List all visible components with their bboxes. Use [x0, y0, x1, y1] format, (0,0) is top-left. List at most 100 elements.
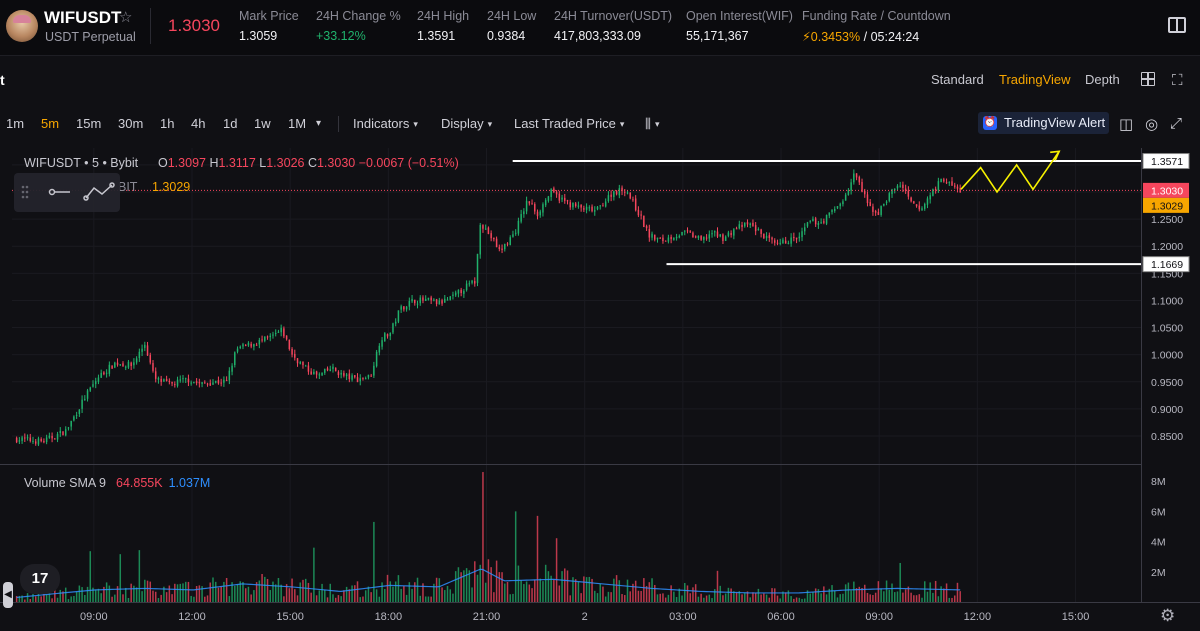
price-chart[interactable]: 1.35001.30001.25001.20001.15001.10001.05… [0, 148, 1200, 631]
volume-bar [501, 572, 503, 602]
candle-body [454, 292, 457, 296]
scroll-left-icon[interactable]: ◀ [3, 582, 13, 608]
tab-standard[interactable]: Standard [931, 72, 984, 87]
candle-body [253, 344, 255, 347]
tradingview-alert-button[interactable]: ⏰ TradingView Alert [978, 112, 1109, 134]
volume-bar [433, 583, 435, 602]
candle-body [247, 342, 250, 346]
candle-body [656, 237, 659, 240]
candle-body [84, 398, 86, 400]
time-axis-tick: 12:00 [178, 611, 206, 623]
tab-tradingview[interactable]: TradingView [999, 72, 1071, 87]
timeframe-30m[interactable]: 30m [118, 116, 144, 131]
timeframe-1h[interactable]: 1h [160, 116, 175, 131]
volume-bar [798, 597, 801, 602]
favorite-star-icon[interactable]: ☆ [119, 9, 133, 26]
candle-body [427, 297, 430, 300]
candle-body [795, 237, 798, 240]
volume-bar [594, 590, 596, 602]
candle-body [940, 178, 942, 183]
timeframe-4h[interactable]: 4h [191, 116, 206, 131]
candle-body [844, 194, 847, 201]
candle-body [223, 379, 225, 383]
camera-icon[interactable]: ◫ [1119, 116, 1134, 133]
timeframe-15m[interactable]: 15m [76, 116, 102, 131]
display-dropdown[interactable]: Display ▾ [441, 116, 492, 131]
secondary-series-label: BIT [118, 180, 138, 194]
candle-body [504, 244, 506, 250]
candle-body [787, 242, 790, 244]
candle-body [67, 427, 70, 429]
stat-funding-rate[interactable]: Funding Rate / Countdown ⚡0.3453% / 05:2… [802, 9, 951, 44]
chart-settings-icon[interactable]: ◎ [1145, 116, 1159, 133]
volume-bar [124, 587, 127, 602]
candle-body [114, 362, 116, 368]
volume-axis-tick: 4M [1151, 537, 1166, 549]
candle-body [127, 361, 130, 368]
volume-bar [444, 590, 446, 602]
fullscreen-icon[interactable]: ⤢ [1170, 115, 1183, 132]
volume-bar [918, 594, 921, 602]
price-type-dropdown[interactable]: Last Traded Price ▾ [514, 116, 624, 131]
grid-layout-icon[interactable] [1141, 72, 1155, 86]
tradingview-logo-icon[interactable]: 17 [20, 564, 60, 594]
timeframe-1w[interactable]: 1w [254, 116, 271, 131]
volume-bar [389, 581, 391, 602]
more-timeframes-caret[interactable]: ▾ [316, 118, 322, 129]
indicators-dropdown[interactable]: Indicators ▾ [353, 116, 418, 131]
timeframe-1d[interactable]: 1d [223, 116, 238, 131]
header-divider [150, 8, 151, 44]
candle-body [351, 375, 353, 380]
volume-bar [664, 597, 667, 602]
volume-bar [607, 591, 610, 602]
drag-handle-icon[interactable] [21, 185, 29, 199]
candle-body [624, 191, 626, 193]
timeframe-1M[interactable]: 1M [288, 116, 307, 131]
timeframe-1m[interactable]: 1m [6, 116, 25, 131]
gear-icon[interactable]: ⚙ [1160, 606, 1176, 625]
candle-body [523, 211, 525, 215]
volume-bar [506, 582, 509, 602]
candle-body [86, 390, 89, 399]
candle-body [594, 210, 596, 212]
candle-body [182, 378, 184, 380]
price-axis-tick: 1.0000 [1151, 350, 1183, 362]
tab-depth[interactable]: Depth [1085, 72, 1120, 87]
candle-body [869, 202, 871, 206]
volume-bar [828, 588, 831, 602]
candle-body [59, 430, 62, 434]
symbol-name[interactable]: WIFUSDT [44, 8, 122, 27]
volume-bar [692, 587, 694, 602]
volume-bar [345, 586, 348, 602]
candle-body [375, 351, 378, 367]
candle-body [498, 247, 501, 249]
volume-bar [757, 588, 760, 602]
candle-body [874, 211, 877, 213]
volume-bar [435, 577, 438, 602]
volume-bar [509, 594, 511, 602]
low-value: 1.3026 [266, 156, 305, 170]
candle-body [367, 374, 370, 378]
volume-bar [86, 586, 89, 602]
expand-icon[interactable]: ⛶ [1172, 72, 1183, 89]
candle-body [484, 228, 487, 230]
candle-body [861, 181, 863, 192]
candle-body [937, 181, 940, 191]
candle-body [553, 188, 555, 193]
projection-arrowhead [1050, 150, 1061, 161]
volume-bar [727, 587, 730, 602]
candle-body [866, 194, 869, 204]
trend-path-icon[interactable] [83, 182, 115, 201]
volume-bar [302, 579, 304, 602]
volume-bar [356, 581, 359, 602]
volume-bar [70, 596, 72, 602]
projection-path[interactable] [960, 150, 1060, 194]
volume-bar [133, 585, 135, 602]
chart-type-dropdown[interactable]: ⫼ ▾ [645, 116, 660, 132]
layout-book-icon[interactable] [1168, 17, 1186, 33]
candle-body [512, 234, 514, 237]
candle-body [304, 365, 307, 367]
horizontal-ray-icon[interactable] [48, 188, 71, 196]
volume-bar [484, 582, 487, 602]
timeframe-5m[interactable]: 5m [41, 116, 60, 131]
